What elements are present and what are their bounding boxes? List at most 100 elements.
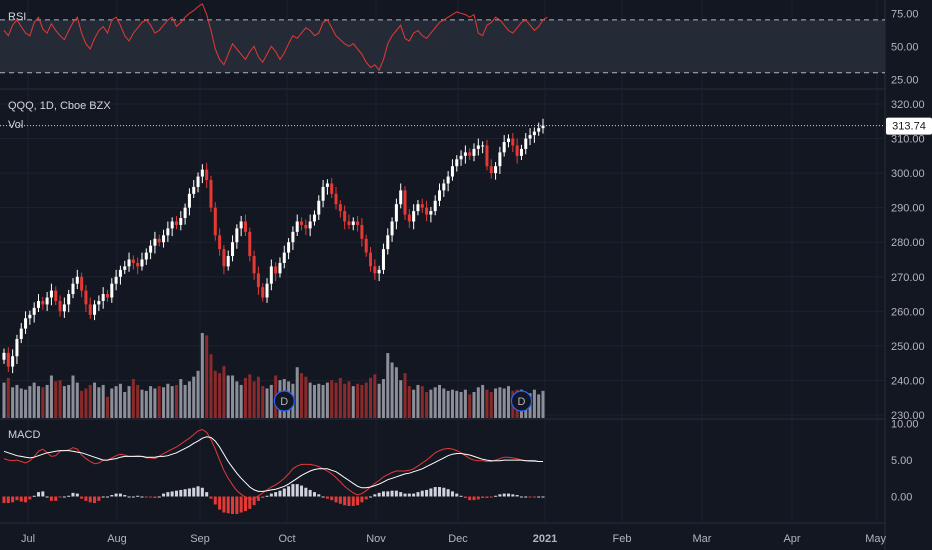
- candle-body: [291, 231, 295, 243]
- candle-body: [532, 131, 536, 136]
- macd-histogram-bar: [11, 496, 15, 503]
- candle-body: [248, 231, 252, 257]
- candle-body: [338, 204, 342, 212]
- candle-body: [239, 221, 243, 229]
- macd-histogram-bar: [403, 493, 407, 497]
- price-tick-label: 310.00: [891, 134, 925, 146]
- candle-body: [49, 290, 53, 298]
- macd-histogram-bar: [209, 496, 213, 499]
- volume-bar: [170, 386, 174, 418]
- macd-histogram-bar: [390, 490, 394, 497]
- macd-histogram-bar: [110, 495, 114, 497]
- macd-histogram-bar: [183, 489, 187, 497]
- candle-body: [209, 180, 213, 208]
- macd-macd-line: [3, 428, 543, 500]
- volume-bar: [364, 382, 368, 418]
- macd-histogram-bar: [157, 496, 161, 498]
- candle-body: [502, 142, 506, 153]
- volume-bar: [149, 386, 153, 418]
- rsi-tick-label: 75.00: [891, 8, 919, 20]
- volume-bar: [118, 383, 122, 418]
- volume-bar: [334, 382, 338, 418]
- candle-body: [312, 214, 316, 222]
- volume-bar: [269, 384, 273, 418]
- volume-bar: [381, 379, 385, 418]
- volume-bar: [174, 384, 178, 418]
- candle-body: [455, 159, 459, 167]
- macd-histogram-bar: [127, 496, 131, 498]
- candle-body: [75, 276, 79, 284]
- macd-histogram-bar: [62, 496, 66, 498]
- macd-histogram-bar: [386, 491, 390, 497]
- last-price-label: 313.74: [892, 121, 926, 133]
- time-axis-tick-label: Dec: [448, 533, 468, 545]
- volume-bar: [153, 388, 157, 418]
- macd-histogram-bar: [265, 495, 269, 497]
- macd-histogram-bar: [321, 496, 325, 498]
- price-axis[interactable]: 320.00 310.00 300.00 290.00 280.00 270.00 260.…: [891, 8, 925, 503]
- macd-histogram-bar: [200, 487, 204, 497]
- volume-bar: [386, 353, 390, 418]
- candle-body: [278, 262, 282, 274]
- macd-histogram-bar: [343, 496, 347, 506]
- volume-bar: [369, 377, 373, 418]
- volume-bar: [308, 382, 312, 418]
- volume-bar: [256, 376, 260, 418]
- macd-tick-label: 0.00: [891, 492, 912, 504]
- volume-bar: [248, 374, 252, 418]
- candle-body: [381, 249, 385, 270]
- candle-body: [300, 221, 304, 225]
- macd-histogram-bar: [317, 494, 321, 497]
- candle-body: [343, 211, 347, 222]
- candle-body: [93, 304, 97, 315]
- volume-bar: [433, 387, 437, 418]
- macd-histogram-bar: [308, 489, 312, 497]
- candle-body: [287, 242, 291, 253]
- volume-bar: [67, 384, 71, 418]
- time-axis-tick-label: Feb: [613, 533, 632, 545]
- volume-bar: [463, 389, 467, 418]
- candle-body: [144, 252, 148, 260]
- candle-body: [114, 276, 118, 284]
- macd-histogram-bar: [144, 496, 148, 498]
- candle-body: [524, 138, 528, 149]
- volume-bar: [231, 375, 235, 418]
- macd-histogram-bar: [347, 496, 351, 506]
- candle-body: [429, 211, 433, 215]
- volume-bar: [2, 382, 6, 418]
- macd-histogram-bar: [58, 496, 62, 498]
- dividend-marker-circle[interactable]: [273, 390, 295, 412]
- volume-bar: [438, 384, 442, 418]
- volume-bar: [179, 379, 183, 418]
- macd-histogram-bar: [75, 493, 79, 497]
- macd-histogram-bar: [356, 496, 360, 506]
- macd-histogram-bar: [442, 487, 446, 497]
- macd-histogram-bar: [67, 495, 71, 497]
- time-axis[interactable]: Jul Aug Sep Oct Nov Dec 2021 Feb Mar Apr May: [21, 533, 887, 545]
- volume-bar: [218, 373, 222, 418]
- volume-bar: [412, 389, 416, 418]
- candle-body: [149, 245, 153, 253]
- macd-histogram-bar: [196, 486, 200, 497]
- candle-body: [468, 152, 472, 156]
- macd-histogram-bar: [243, 496, 247, 512]
- dividend-marker-label: D: [280, 396, 288, 408]
- macd-signal-line: [3, 436, 543, 492]
- candle-body: [231, 242, 235, 257]
- candle-body: [438, 190, 442, 201]
- macd-histogram-bar: [489, 496, 493, 498]
- candle-body: [446, 176, 450, 184]
- volume-bar: [32, 382, 36, 418]
- dividend-marker-circle[interactable]: [510, 390, 533, 412]
- volume-bar: [532, 389, 536, 418]
- candle-body: [252, 256, 256, 274]
- rsi-tick-label: 25.00: [891, 74, 919, 86]
- volume-bar: [93, 382, 97, 418]
- candle-body: [105, 294, 109, 298]
- volume-bar: [71, 375, 75, 418]
- candle-body: [377, 269, 381, 274]
- macd-histogram-bar: [446, 489, 450, 497]
- macd-tick-label: 5.00: [891, 455, 912, 467]
- volume-bar: [166, 383, 170, 418]
- volume-bar: [239, 384, 243, 418]
